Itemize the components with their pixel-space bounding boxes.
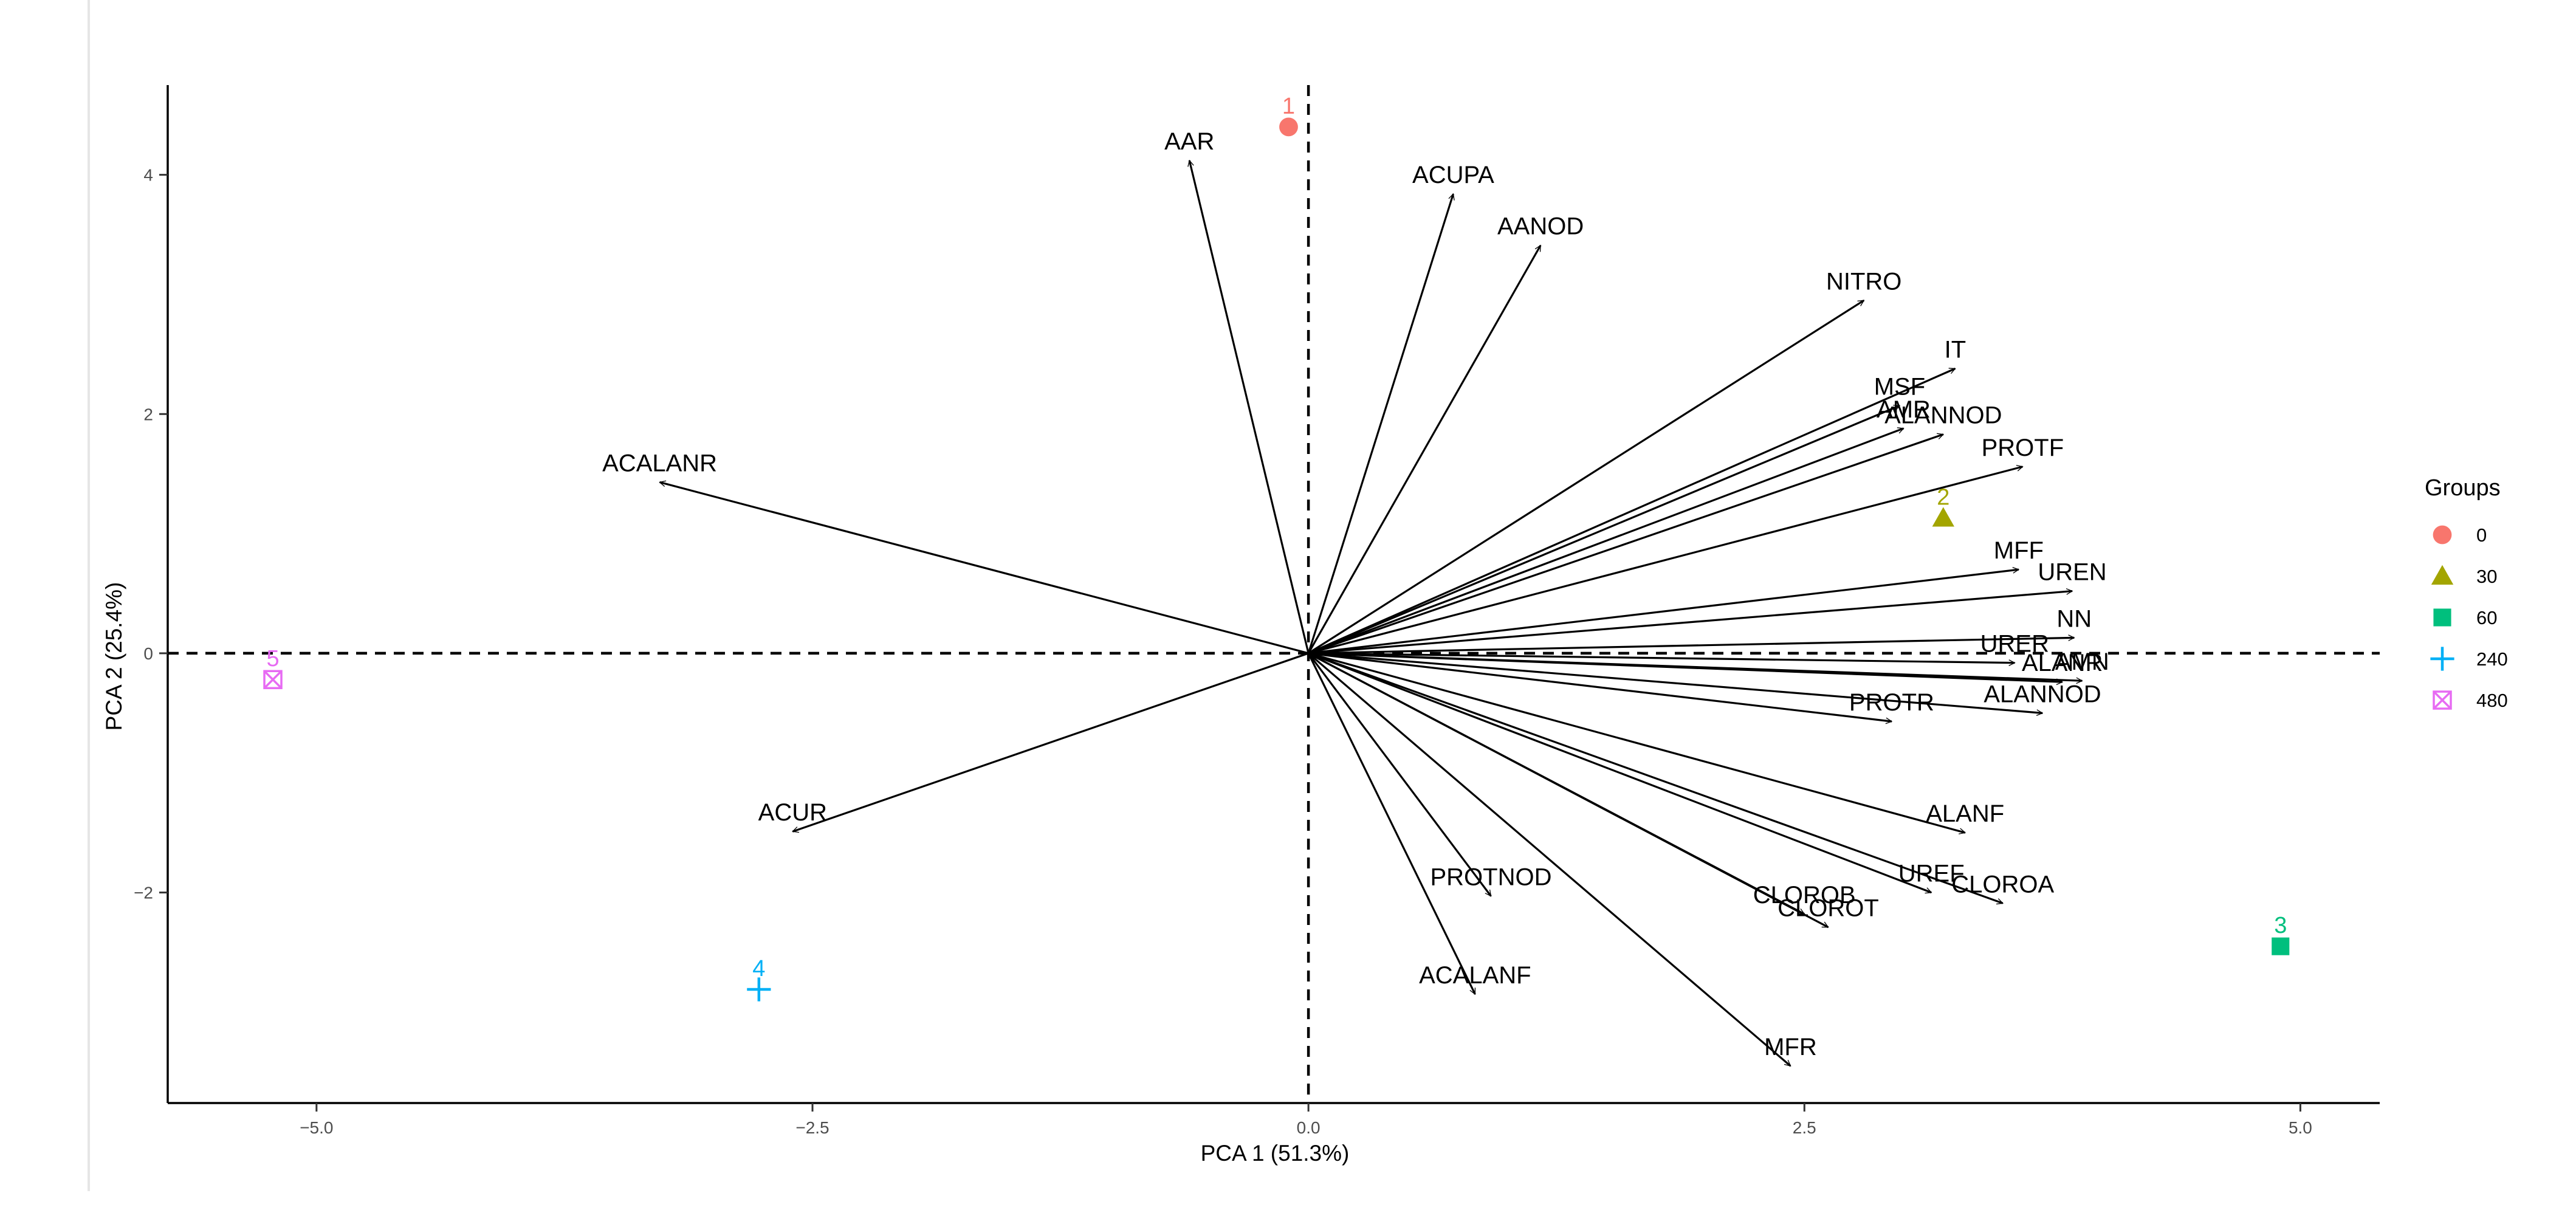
loading-arrow	[1307, 652, 1492, 896]
panel-divider	[88, 0, 90, 1191]
loading-arrow	[1307, 246, 1542, 654]
loading-arrow	[1308, 652, 1892, 721]
legend-label: 240	[2476, 648, 2508, 670]
loading-arrow	[660, 482, 1309, 655]
legend-key	[2431, 565, 2454, 585]
loading-label: MFR	[1764, 1034, 1817, 1060]
loading-arrow	[1308, 652, 2042, 713]
x-tick-label: 2.5	[1793, 1118, 1816, 1137]
loading-label: ACUPA	[1412, 162, 1494, 188]
loading-arrow	[1308, 652, 1790, 1067]
loading-label: ACALANF	[1419, 962, 1531, 989]
loading-arrow	[1308, 428, 1903, 655]
loading-arrow	[1308, 652, 1931, 893]
loading-arrow	[1308, 652, 1965, 833]
loading-label: ALANR	[2022, 650, 2103, 676]
legend-label: 480	[2476, 690, 2508, 711]
sample-point-label: 4	[752, 956, 765, 981]
loading-arrow	[1307, 194, 1453, 654]
sample-point	[263, 670, 283, 689]
legend-key	[2433, 608, 2451, 627]
loading-label: AMN	[2055, 648, 2109, 675]
loading-arrow	[792, 652, 1309, 831]
loading-label: URER	[1980, 631, 2049, 658]
x-tick-label: −5.0	[300, 1118, 333, 1137]
sample-point-label: 2	[1937, 485, 1949, 510]
legend: Groups 0 30 60 240 480	[2425, 475, 2508, 711]
sample-point-label: 1	[1282, 94, 1295, 119]
loading-label: ALANNOD	[1984, 681, 2101, 707]
x-tick-label: 5.0	[2289, 1118, 2312, 1137]
loading-arrow	[1308, 405, 1900, 655]
y-tick-label: 4	[143, 166, 153, 185]
loading-label: PROTR	[1849, 689, 1934, 716]
loading-label: UREN	[2038, 559, 2106, 586]
x-tick-label: −2.5	[795, 1118, 829, 1137]
loading-arrow	[1308, 368, 1955, 655]
sample-point	[747, 977, 771, 1002]
loading-arrow	[1307, 653, 1476, 994]
loading-label: NN	[2056, 605, 2092, 632]
x-tick-label: 0.0	[1297, 1118, 1321, 1137]
loading-label: ALANF	[1926, 800, 2004, 827]
legend-label: 60	[2476, 607, 2497, 628]
loading-arrow	[1308, 652, 2014, 663]
loading-arrow	[1308, 638, 2074, 655]
y-tick-label: 2	[143, 405, 153, 424]
reference-lines	[168, 85, 2380, 1103]
loading-label: PROTF	[1982, 435, 2064, 461]
loading-arrow	[1189, 160, 1310, 654]
loading-label: ACUR	[758, 799, 827, 826]
loading-label: MSF	[1874, 373, 1925, 400]
loading-label: AANOD	[1497, 213, 1584, 240]
sample-point-label: 3	[2274, 913, 2287, 938]
loading-label: NITRO	[1826, 268, 1901, 295]
axes: −5.0 −2.5 0.0 2.5 5.0 −2 0 2 4	[134, 85, 2380, 1137]
loading-arrow	[1308, 467, 2022, 655]
loading-arrow	[1308, 591, 2072, 655]
sample-point	[1932, 507, 1954, 527]
loading-label: AMR	[1877, 396, 1931, 423]
legend-title: Groups	[2425, 475, 2501, 501]
loading-label: CLOROA	[1951, 871, 2054, 898]
loading-arrow	[1308, 652, 1828, 929]
legend-label: 0	[2476, 524, 2487, 546]
loading-label: CLOROT	[1777, 895, 1879, 922]
loading-arrow	[1308, 569, 2019, 655]
loading-label: ALANNOD	[1884, 402, 2002, 429]
y-axis-title: PCA 2 (25.4%)	[101, 582, 126, 731]
loading-label: UREF	[1898, 861, 1965, 887]
legend-key	[2433, 690, 2452, 710]
legend-label: 30	[2476, 566, 2497, 587]
loading-arrow	[1308, 652, 2063, 682]
loading-label: MFF	[1994, 537, 2044, 564]
legend-entries: 0 30 60 240 480	[2430, 524, 2508, 711]
loading-arrow	[1308, 299, 1864, 655]
sample-point	[2272, 937, 2290, 955]
loading-label: IT	[1945, 336, 1966, 363]
y-tick-label: 0	[143, 644, 153, 663]
loading-arrow	[1308, 652, 2003, 903]
legend-key	[2430, 647, 2454, 671]
loading-label: ACALANR	[602, 450, 717, 476]
loading-label: CLOROB	[1753, 882, 1856, 909]
loading-label: AAR	[1164, 128, 1214, 155]
sample-point-label: 5	[266, 646, 279, 672]
x-axis-title: PCA 1 (51.3%)	[1201, 1141, 1350, 1166]
legend-key	[2433, 525, 2452, 545]
loading-arrow	[1308, 435, 1943, 655]
loading-arrows: AARACUPAAANODNITROITMSFAMRALANNODPROTFMF…	[602, 128, 2109, 1067]
sample-points: 1 2 3 4 5	[263, 94, 2290, 1002]
sample-point	[1279, 117, 1298, 137]
y-tick-label: −2	[134, 884, 153, 902]
loading-label: PROTNOD	[1430, 864, 1551, 890]
